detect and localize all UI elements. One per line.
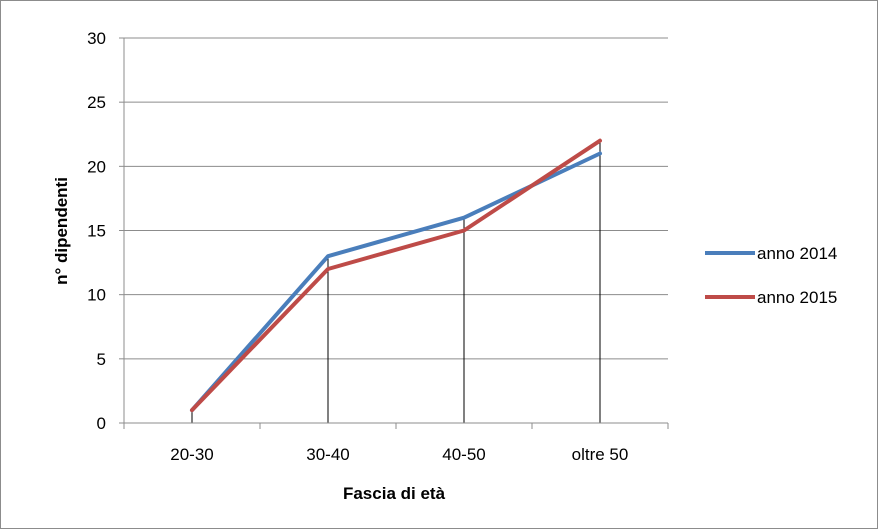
series-line-2 — [190, 138, 602, 413]
y-tick-label-25: 25 — [87, 93, 106, 112]
x-tick-label-1: 20-30 — [170, 445, 213, 464]
y-tick-label-30: 30 — [87, 29, 106, 48]
x-tick-label-2: 30-40 — [306, 445, 349, 464]
x-axis-title: Fascia di età — [343, 484, 446, 503]
x-tick-labels: 20-30 30-40 40-50 oltre 50 — [170, 445, 628, 464]
y-axis-title: n° dipendenti — [52, 177, 71, 285]
x-tick-label-4: oltre 50 — [572, 445, 629, 464]
legend-label-1: anno 2014 — [757, 244, 837, 263]
y-tick-label-20: 20 — [87, 157, 106, 176]
y-tick-label-0: 0 — [97, 414, 106, 433]
legend: anno 2014 anno 2015 — [705, 244, 837, 307]
y-tick-label-15: 15 — [87, 222, 106, 241]
axes — [119, 37, 669, 429]
gridlines — [124, 37, 668, 360]
series-line-1 — [190, 151, 602, 413]
y-tick-labels: 0 5 10 15 20 25 30 — [87, 29, 106, 433]
drop-lines — [191, 140, 601, 423]
y-tick-label-5: 5 — [97, 350, 106, 369]
series-lines — [190, 138, 602, 413]
x-tick-label-3: 40-50 — [442, 445, 485, 464]
legend-label-2: anno 2015 — [757, 288, 837, 307]
y-tick-label-10: 10 — [87, 286, 106, 305]
